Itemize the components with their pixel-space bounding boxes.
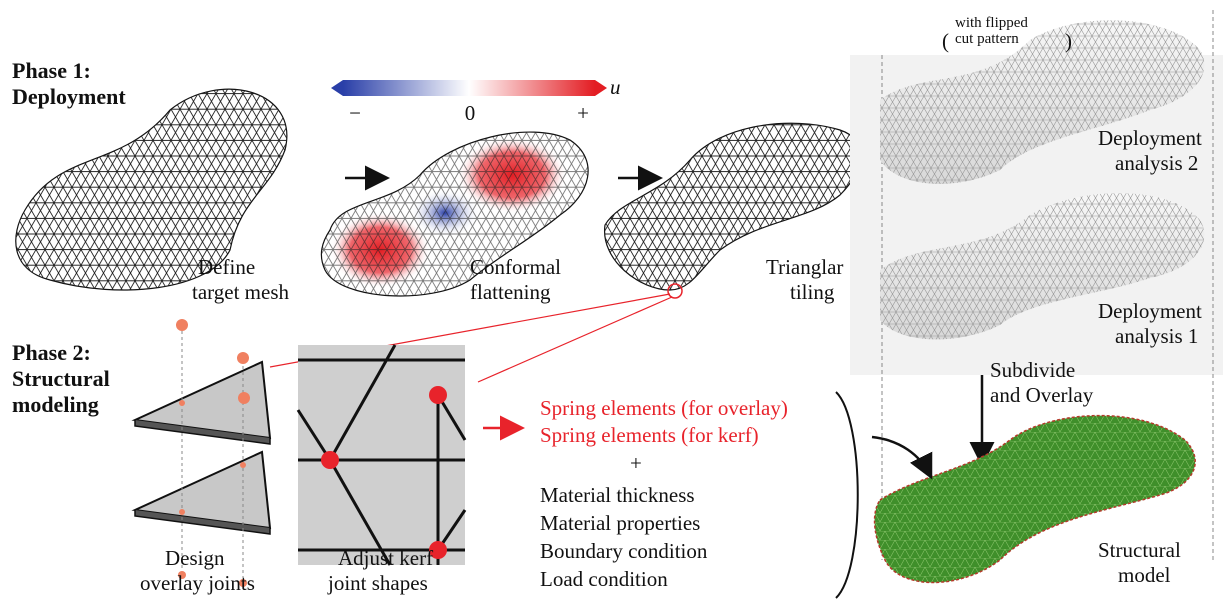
text-line: Adjust kerf [338, 546, 433, 570]
text-line: Deployment [1098, 126, 1202, 150]
colorbar-label: − [349, 101, 361, 125]
text-line: target mesh [192, 280, 290, 304]
text-line: tiling [790, 280, 835, 304]
colorbar-label: + [577, 101, 589, 125]
text-line: Deployment [1098, 299, 1202, 323]
input-item: Boundary condition [540, 539, 708, 563]
diagram: Phase 1:Deployment Phase 2:Structuralmod… [0, 0, 1223, 602]
text-line: flattening [470, 280, 551, 304]
text-line: modeling [12, 392, 99, 417]
bracket: ) [1065, 29, 1072, 53]
input-item: Load condition [540, 567, 668, 591]
text-line: model [1118, 563, 1171, 587]
callout-line [478, 297, 672, 382]
arrow [872, 437, 930, 475]
text-line: analysis 1 [1115, 324, 1198, 348]
text-line: and Overlay [990, 383, 1094, 407]
spring-item: Spring elements (for overlay) [540, 396, 788, 420]
colorbar-symbol: u [610, 75, 621, 99]
text-line: analysis 2 [1115, 151, 1198, 175]
phase1-label: Phase 1:Deployment [12, 58, 126, 109]
text-line: Structural [1098, 538, 1181, 562]
colorbar-label: 0 [465, 101, 476, 125]
text-line: Subdivide [990, 358, 1075, 382]
input-item: Material properties [540, 511, 700, 535]
plus: + [630, 451, 642, 475]
text-line: Phase 1: [12, 58, 91, 83]
brace [836, 392, 858, 598]
text-line: cut pattern [955, 31, 1019, 47]
colorbar [343, 80, 595, 96]
text-line: Phase 2: [12, 340, 91, 365]
text-line: Structural [12, 366, 110, 391]
text-line: joint shapes [327, 571, 428, 595]
text-line: Trianglar [766, 255, 843, 279]
bracket: ( [942, 29, 949, 53]
text-line: Design [165, 546, 225, 570]
text-line: with flipped [955, 15, 1028, 31]
text-line: overlay joints [140, 571, 255, 595]
text-line: Define [198, 255, 255, 279]
colorbar-tip [331, 80, 343, 96]
colorbar-tip [595, 80, 607, 96]
spring-item: Spring elements (for kerf) [540, 423, 759, 447]
text-line: Deployment [12, 84, 126, 109]
input-item: Material thickness [540, 483, 695, 507]
text-line: Conformal [470, 255, 561, 279]
